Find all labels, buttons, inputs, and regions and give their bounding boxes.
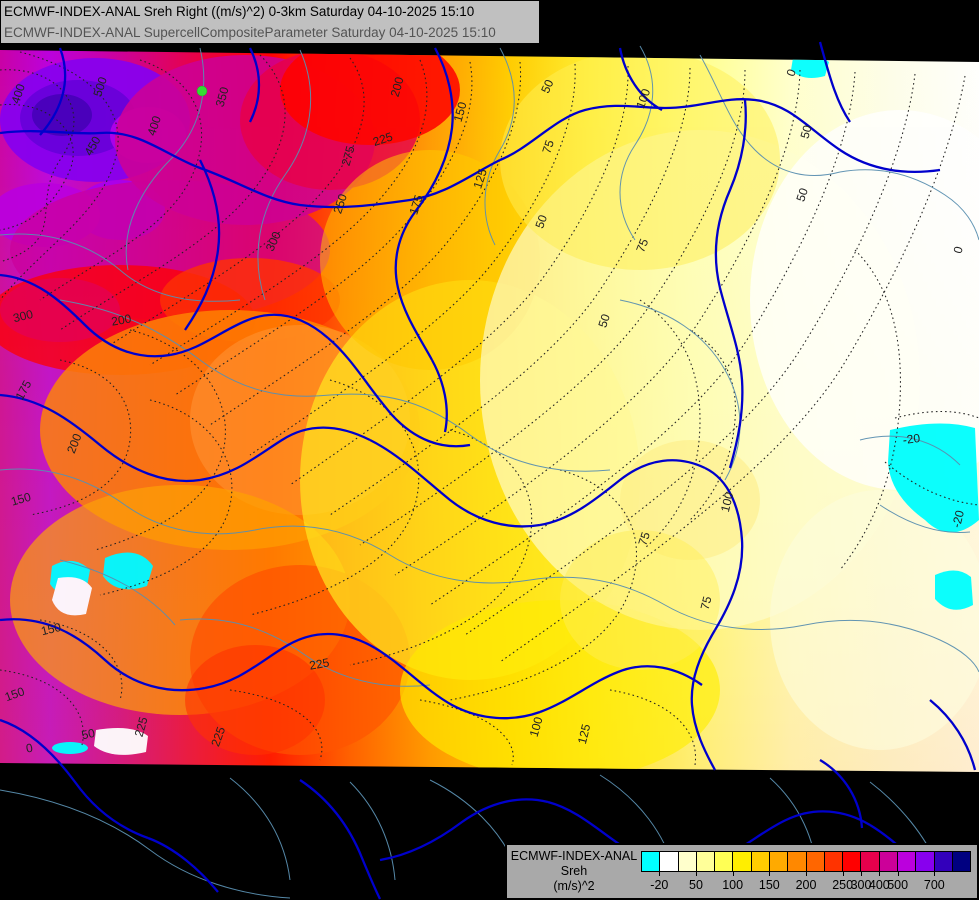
colorbar-tickmark bbox=[696, 871, 697, 876]
colorbar-tickmark bbox=[934, 871, 936, 876]
colorbar-tick-label: 700 bbox=[923, 877, 945, 892]
title-line-2: ECMWF-INDEX-ANAL SupercellCompositeParam… bbox=[4, 25, 496, 40]
borders-layer bbox=[0, 41, 977, 900]
contour-label: 75 bbox=[635, 530, 653, 547]
colorbar-tick-label: 500 bbox=[887, 877, 909, 892]
colorbar-swatch[interactable] bbox=[678, 851, 697, 871]
colorbar-swatch[interactable] bbox=[660, 851, 679, 871]
contour-label: 150 bbox=[9, 490, 32, 509]
title-bar: ECMWF-INDEX-ANAL Sreh Right ((m/s)^2) 0-… bbox=[0, 0, 540, 44]
colorbar-tick-label: 50 bbox=[689, 877, 703, 892]
contour-label: 50 bbox=[595, 312, 613, 329]
colorbar-swatch[interactable] bbox=[642, 851, 661, 871]
contour-label: 75 bbox=[698, 595, 715, 612]
contour-fill-layer bbox=[0, 50, 979, 772]
colorbar-tickmark bbox=[732, 871, 734, 876]
contour-label: 150 bbox=[3, 684, 27, 704]
contour-label: 400 bbox=[8, 82, 28, 106]
contour-label: 50 bbox=[793, 186, 811, 203]
colorbar-tick-label: -20 bbox=[650, 877, 669, 892]
contour-label: 150 bbox=[451, 100, 470, 123]
contour-label: 200 bbox=[110, 311, 132, 328]
colorbar-swatch[interactable] bbox=[897, 851, 917, 871]
contour-label: 75 bbox=[539, 138, 557, 155]
contour-label: 0 bbox=[784, 67, 799, 78]
contour-label: 50 bbox=[532, 213, 550, 231]
colorbar-tick-label: 250 bbox=[832, 877, 854, 892]
colorbar-tickmarks bbox=[641, 871, 971, 876]
colorbar-tickmark bbox=[806, 871, 807, 876]
contour-label: 75 bbox=[633, 236, 651, 254]
contour-label: 50 bbox=[80, 726, 96, 743]
colorbar-tickmark bbox=[659, 871, 661, 876]
colorbar-swatch[interactable] bbox=[861, 851, 880, 871]
contour-label: 500 bbox=[90, 75, 110, 99]
colorbar-wrap: -20 50 100 150 200 250 300 400 500 700 bbox=[641, 845, 977, 898]
contour-label: 400 bbox=[144, 114, 164, 138]
contour-label: 275 bbox=[339, 144, 358, 167]
contour-label: 100 bbox=[633, 87, 653, 111]
contour-label: -20 bbox=[949, 509, 967, 530]
legend-model: ECMWF-INDEX-ANAL bbox=[510, 849, 638, 863]
colorbar-swatch[interactable] bbox=[696, 851, 716, 871]
contour-label: 50 bbox=[538, 77, 556, 95]
colorbar-tick-label: 400 bbox=[868, 877, 890, 892]
colorbar-swatch[interactable] bbox=[916, 851, 935, 871]
colorbar-legend: ECMWF-INDEX-ANAL Sreh (m/s)^2 -20 50 100 15… bbox=[505, 843, 979, 900]
colorbar-swatch[interactable] bbox=[934, 851, 953, 871]
colorbar-tickmark bbox=[769, 871, 771, 876]
colorbar-tickmark bbox=[842, 871, 844, 876]
colorbar-tickmark bbox=[879, 871, 881, 876]
contour-label: 350 bbox=[213, 85, 232, 108]
title-line-1: ECMWF-INDEX-ANAL Sreh Right ((m/s)^2) 0-… bbox=[4, 4, 475, 19]
colorbar-swatches[interactable] bbox=[641, 850, 971, 872]
contour-label: 225 bbox=[308, 655, 330, 672]
colorbar-swatch[interactable] bbox=[952, 851, 971, 871]
colorbar-tick-label: 300 bbox=[850, 877, 872, 892]
contour-label: 125 bbox=[470, 167, 490, 191]
contour-label: 175 bbox=[406, 193, 426, 217]
contour-label: 150 bbox=[40, 620, 63, 639]
contour-label: 225 bbox=[371, 129, 395, 149]
colorbar-swatch[interactable] bbox=[824, 851, 844, 871]
colorbar-swatch[interactable] bbox=[806, 851, 825, 871]
contour-label: 125 bbox=[575, 722, 594, 745]
contour-label: 0 bbox=[25, 741, 34, 756]
legend-units: (m/s)^2 bbox=[553, 879, 595, 893]
legend-labels: ECMWF-INDEX-ANAL Sreh (m/s)^2 bbox=[507, 845, 641, 898]
colorbar-swatch[interactable] bbox=[733, 851, 752, 871]
contour-label: 100 bbox=[527, 715, 546, 738]
colorbar-tick-labels: -20 50 100 150 200 250 300 400 500 700 bbox=[641, 877, 971, 893]
colorbar-swatch[interactable] bbox=[879, 851, 898, 871]
contour-label: 100 bbox=[718, 490, 737, 513]
colorbar-swatch[interactable] bbox=[843, 851, 862, 871]
colorbar-swatch[interactable] bbox=[788, 851, 807, 871]
contour-label: 225 bbox=[132, 715, 151, 738]
contour-label: 250 bbox=[330, 192, 350, 216]
contour-label: 50 bbox=[798, 123, 815, 140]
colorbar-tickmark bbox=[897, 871, 899, 876]
contour-label: -20 bbox=[902, 431, 921, 447]
contour-label: 225 bbox=[208, 725, 228, 749]
contour-label: 200 bbox=[388, 75, 407, 98]
station-marker[interactable] bbox=[196, 85, 208, 97]
colorbar-swatch[interactable] bbox=[715, 851, 734, 871]
colorbar-tickmark bbox=[861, 871, 862, 876]
colorbar-swatch[interactable] bbox=[769, 851, 789, 871]
legend-field: Sreh bbox=[560, 864, 588, 878]
colorbar-tick-label: 200 bbox=[795, 877, 817, 892]
contour-label: 0 bbox=[951, 244, 966, 255]
colorbar-swatch[interactable] bbox=[751, 851, 770, 871]
contour-label: 300 bbox=[12, 307, 35, 326]
colorbar-tick-label: 100 bbox=[722, 877, 744, 892]
colorbar-tick-label: 150 bbox=[758, 877, 780, 892]
